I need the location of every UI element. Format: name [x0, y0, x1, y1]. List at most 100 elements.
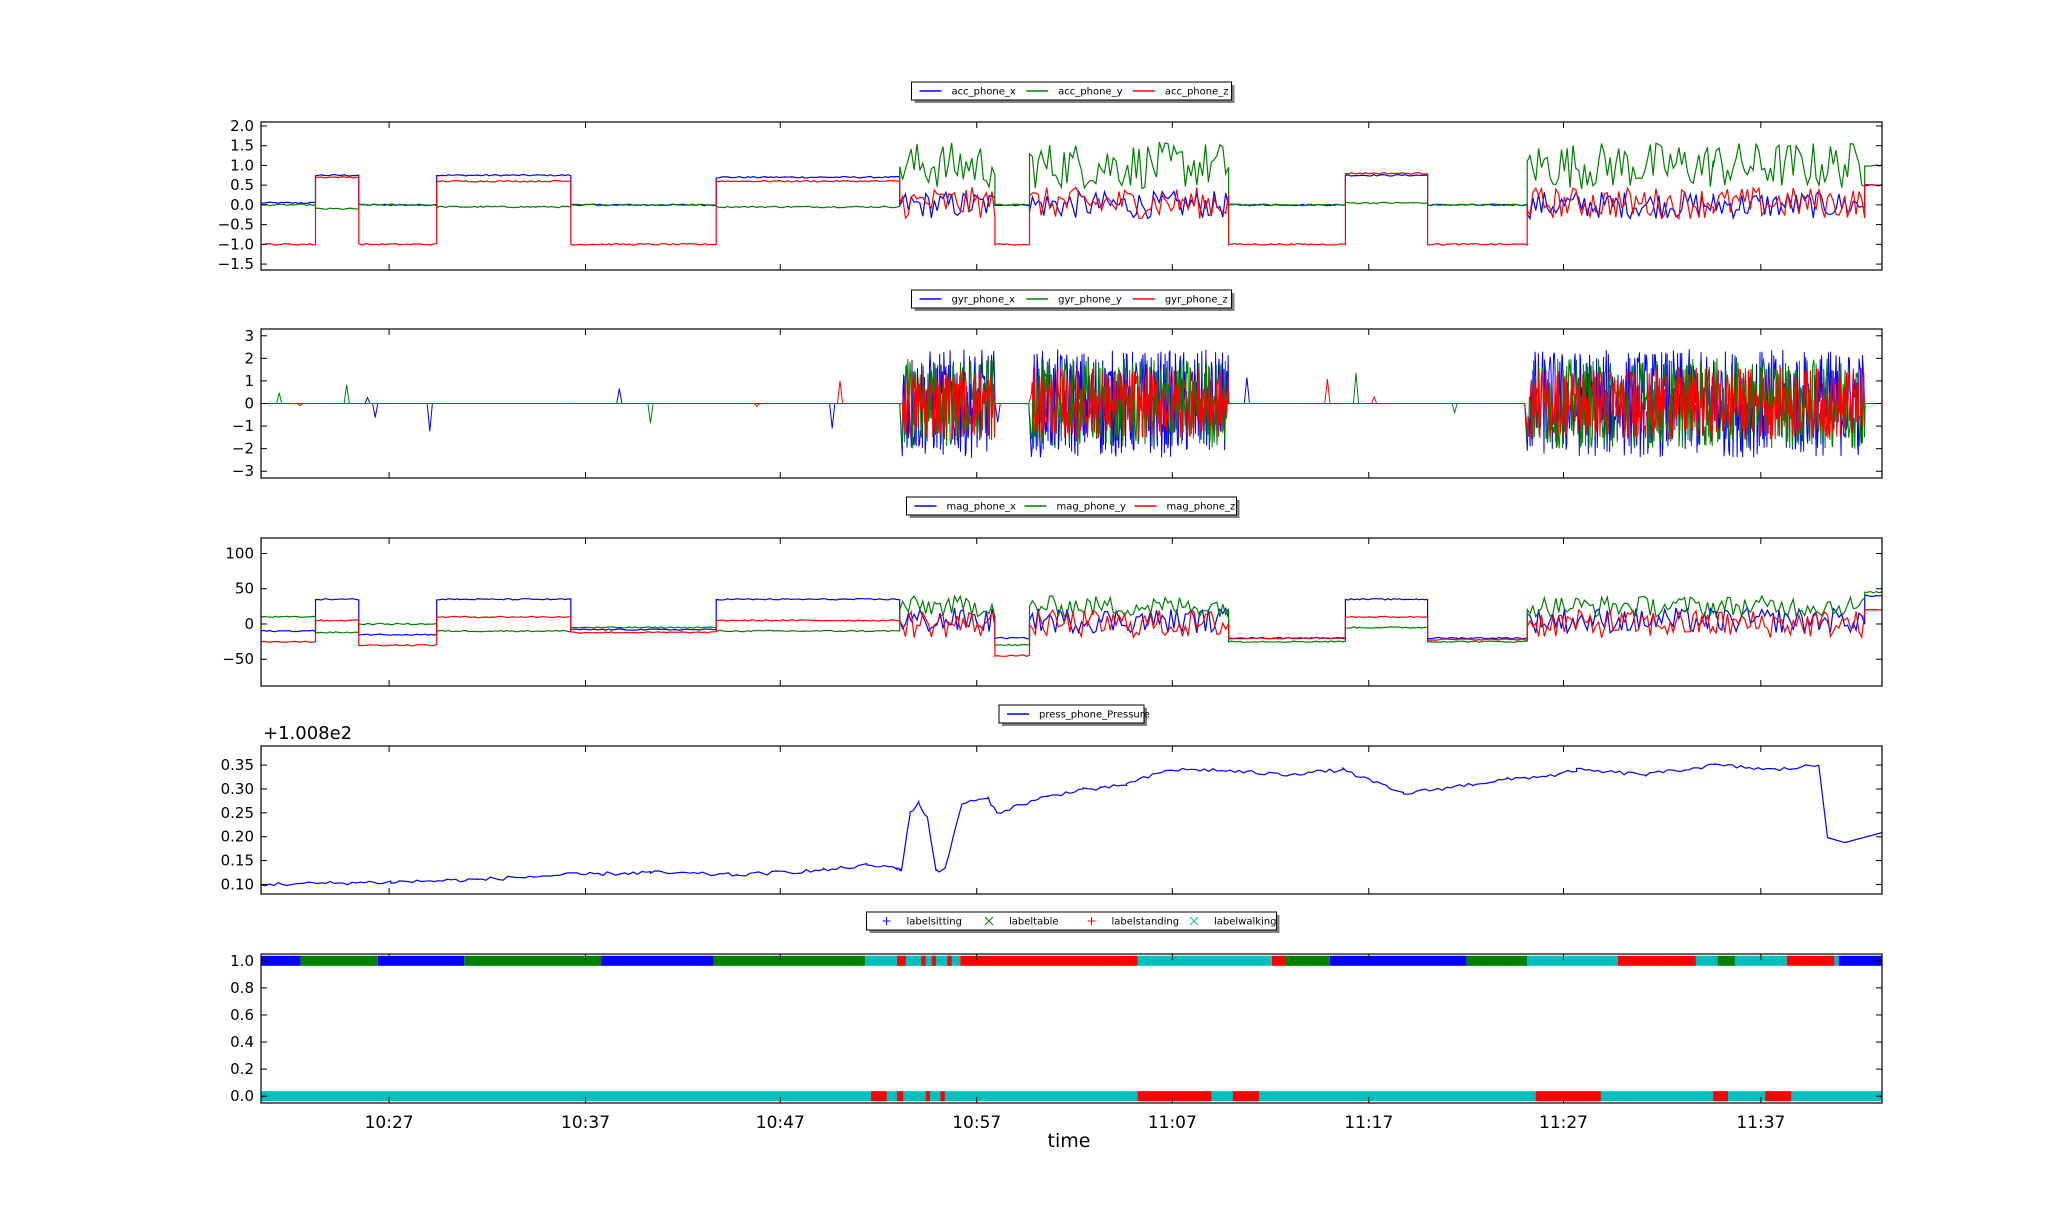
press_phone_Pressure-legend-label: press_phone_Pressure: [1039, 710, 1150, 721]
labelstanding-marker-run: [1618, 955, 1696, 966]
mag_phone_y-legend-label: mag_phone_y: [1057, 502, 1127, 513]
labelsitting-marker-run: [377, 955, 465, 966]
labelstanding-marker-run: [1535, 1091, 1601, 1102]
labeltable-legend-marker: [984, 916, 994, 926]
plot-area-4: [261, 763, 1882, 887]
legend-box: [911, 289, 1232, 309]
acc_phone_z-line: [261, 171, 1882, 246]
y-offset-label: +1.008e2: [263, 723, 352, 744]
gyr_phone_y-legend-label: gyr_phone_y: [1058, 295, 1122, 306]
labeltable-legend-label: labeltable: [1009, 917, 1059, 928]
labelstanding-marker-run: [1713, 1091, 1728, 1102]
labelstanding-marker-run: [1786, 955, 1835, 966]
y-tick-label: 0.35: [221, 756, 254, 774]
legend-4: press_phone_Pressure: [998, 704, 1150, 726]
labelwalking-marker-run: [1734, 955, 1787, 966]
mag_phone_z-legend-label: mag_phone_z: [1167, 502, 1236, 513]
labelstanding-marker-run: [897, 955, 906, 966]
y-tick-label: 0.20: [221, 828, 254, 846]
labelsitting-points: [261, 955, 1882, 966]
legend-box: [911, 81, 1232, 101]
x-tick-label: 11:27: [1539, 1113, 1588, 1133]
plot-frame-1: [260, 121, 1883, 271]
labelstanding-marker-run: [1232, 1091, 1259, 1102]
plot-area-5: [261, 955, 1882, 1102]
labelwalking-marker-run: [865, 955, 961, 966]
labelstanding-marker-run: [897, 1091, 904, 1102]
x-axis-label: time: [1048, 1130, 1091, 1152]
y-tick-label: 1.0: [230, 156, 254, 174]
labeltable-marker-run: [464, 955, 602, 966]
labelstanding-marker-run: [921, 955, 926, 966]
acc_phone_y-line: [261, 141, 1882, 210]
plot-frame-3: [260, 537, 1883, 687]
acc_phone_y-legend-label: acc_phone_y: [1058, 87, 1122, 98]
labelstanding-marker-run: [925, 1091, 930, 1102]
legend-1: acc_phone_x acc_phone_y acc_phone_z: [911, 81, 1235, 103]
legend-box: [866, 911, 1277, 931]
labeltable-marker-run: [713, 955, 866, 966]
labeltable-points: [300, 955, 1735, 966]
plot-frame-5: [260, 953, 1883, 1104]
labelstanding-legend-label: labelstanding: [1112, 917, 1180, 928]
x-tick-label: 10:57: [952, 1113, 1001, 1133]
labelstanding-marker-run: [1271, 955, 1285, 966]
labelstanding-marker-run: [931, 955, 936, 966]
y-tick-label: 50: [235, 580, 254, 598]
y-tick-label: −50: [222, 650, 254, 668]
legend-2: gyr_phone_x gyr_phone_y gyr_phone_z: [911, 289, 1235, 311]
legend-5: labelsitting labeltable labelstanding label…: [866, 911, 1280, 933]
labeltable-marker-run: [1466, 955, 1528, 966]
labeltable-marker-run: [1284, 955, 1330, 966]
acc_phone_x-legend-label: acc_phone_x: [952, 87, 1016, 98]
x-tick-label: 11:07: [1148, 1113, 1197, 1133]
labelstanding-marker-run: [871, 1091, 887, 1102]
x-tick-label: 11:17: [1344, 1113, 1393, 1133]
labelwalking-legend-label: labelwalking: [1214, 917, 1277, 928]
labeltable-marker-run: [300, 955, 378, 966]
y-tick-label: 100: [225, 545, 254, 563]
plot-area-3: [261, 590, 1882, 658]
labelwalking-points: [261, 955, 1882, 1102]
y-tick-label: 0.6: [230, 1006, 254, 1024]
panel-4: 0.35 0.30 0.25 0.20 0.15 0.10 +1.008e2 press_ph…: [221, 704, 1883, 895]
y-tick-label: 0.8: [230, 979, 254, 997]
mag_phone_x-legend-label: mag_phone_x: [947, 502, 1017, 513]
legend-box: [998, 704, 1145, 724]
labelsitting-marker-run: [261, 955, 301, 966]
labelsitting-legend-label: labelsitting: [907, 917, 962, 928]
legend-3: mag_phone_x mag_phone_y mag_phone_z: [906, 496, 1240, 518]
labeltable-marker-run: [1717, 955, 1735, 966]
labelstanding-marker-run: [960, 955, 1138, 966]
labelsitting-marker-run: [1329, 955, 1467, 966]
labelwalking-marker-run: [261, 1091, 1882, 1102]
y-tick-label: −0.5: [218, 216, 254, 234]
y-tick-label: 1: [244, 372, 254, 390]
y-tick-label: −1.0: [218, 235, 254, 253]
labelsitting-marker-run: [1838, 955, 1882, 966]
panel-5: 1.0 0.8 0.6 0.4 0.2 0.0 10:27 10:37 10:47 10:57 11…: [230, 911, 1883, 1133]
y-tick-label: −1.5: [218, 255, 254, 273]
y-tick-label: 2: [244, 349, 254, 367]
y-tick-label: 1.5: [230, 137, 254, 155]
y-tick-label: 0.15: [221, 852, 254, 870]
plot-area-2: [261, 349, 1881, 458]
y-tick-label: 0.10: [221, 875, 254, 893]
labelstanding-points: [871, 955, 1835, 1102]
plot-area-1: [261, 141, 1882, 246]
y-tick-label: 0.0: [230, 1087, 254, 1105]
y-tick-label: 0: [244, 395, 254, 413]
gyr_phone_x-legend-label: gyr_phone_x: [952, 295, 1016, 306]
labelwalking-marker-run: [1834, 955, 1839, 966]
x-tick-label: 10:37: [561, 1113, 610, 1133]
mag_phone_z-line: [261, 608, 1882, 658]
y-tick-label: 0.5: [230, 176, 254, 194]
labelsitting-marker-run: [601, 955, 714, 966]
y-tick-label: −3: [232, 462, 254, 480]
y-tick-label: 1.0: [230, 952, 254, 970]
labelstanding-marker-run: [947, 955, 952, 966]
acc_phone_z-legend-label: acc_phone_z: [1165, 87, 1229, 98]
labelwalking-marker-run: [1695, 955, 1718, 966]
